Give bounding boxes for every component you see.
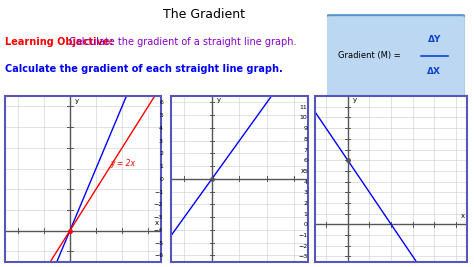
Text: x: x	[155, 220, 158, 226]
FancyBboxPatch shape	[326, 15, 466, 100]
Text: y: y	[353, 97, 357, 103]
Text: The Gradient: The Gradient	[163, 8, 245, 21]
Text: x: x	[461, 213, 465, 219]
Text: Learning Objective:: Learning Objective:	[5, 37, 117, 47]
Text: ΔX: ΔX	[427, 67, 441, 76]
Text: ΔY: ΔY	[428, 35, 441, 44]
Text: y: y	[75, 98, 79, 104]
Text: y = 2x: y = 2x	[110, 159, 135, 168]
Text: x: x	[301, 168, 305, 174]
Text: Calculate the gradient of each straight line graph.: Calculate the gradient of each straight …	[5, 64, 283, 74]
Text: Gradient (M) =: Gradient (M) =	[338, 51, 403, 60]
Text: y: y	[217, 97, 220, 103]
Text: Calculate the gradient of a straight line graph.: Calculate the gradient of a straight lin…	[69, 37, 296, 47]
